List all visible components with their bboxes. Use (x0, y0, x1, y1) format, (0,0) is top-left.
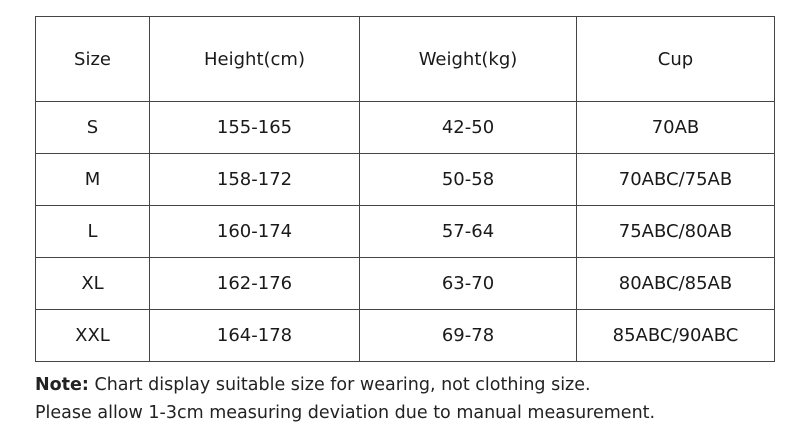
cell-height: 162-176 (149, 257, 360, 310)
cell-height: 155-165 (149, 101, 360, 154)
cell-size: XL (35, 257, 150, 310)
cell-weight: 57-64 (359, 205, 577, 258)
cell-height: 164-178 (149, 309, 360, 362)
note-line-1: Note: Chart display suitable size for we… (35, 371, 655, 399)
header-weight: Weight(kg) (359, 16, 577, 102)
note-text-1: Chart display suitable size for wearing,… (88, 375, 591, 395)
cell-weight: 50-58 (359, 153, 577, 206)
cell-cup: 85ABC/90ABC (576, 309, 775, 362)
cell-weight: 69-78 (359, 309, 577, 362)
header-height: Height(cm) (149, 16, 360, 102)
cell-cup: 70ABC/75AB (576, 153, 775, 206)
header-size: Size (35, 16, 150, 102)
note-label: Note: (35, 375, 89, 395)
cell-weight: 63-70 (359, 257, 577, 310)
header-cup: Cup (576, 16, 775, 102)
cell-cup: 75ABC/80AB (576, 205, 775, 258)
size-chart-table: Size Height(cm) Weight(kg) Cup S 155-165… (35, 16, 775, 362)
cell-weight: 42-50 (359, 101, 577, 154)
cell-size: S (35, 101, 150, 154)
cell-size: M (35, 153, 150, 206)
cell-cup: 70AB (576, 101, 775, 154)
cell-height: 160-174 (149, 205, 360, 258)
cell-size: L (35, 205, 150, 258)
table-row: L 160-174 57-64 75ABC/80AB (35, 205, 775, 258)
table-row: S 155-165 42-50 70AB (35, 101, 775, 154)
table-row: XL 162-176 63-70 80ABC/85AB (35, 257, 775, 310)
cell-size: XXL (35, 309, 150, 362)
table-row: XXL 164-178 69-78 85ABC/90ABC (35, 309, 775, 362)
cell-height: 158-172 (149, 153, 360, 206)
cell-cup: 80ABC/85AB (576, 257, 775, 310)
notes-section: Note: Chart display suitable size for we… (35, 371, 655, 427)
table-header-row: Size Height(cm) Weight(kg) Cup (35, 16, 775, 102)
note-line-2: Please allow 1-3cm measuring deviation d… (35, 403, 656, 423)
table-row: M 158-172 50-58 70ABC/75AB (35, 153, 775, 206)
